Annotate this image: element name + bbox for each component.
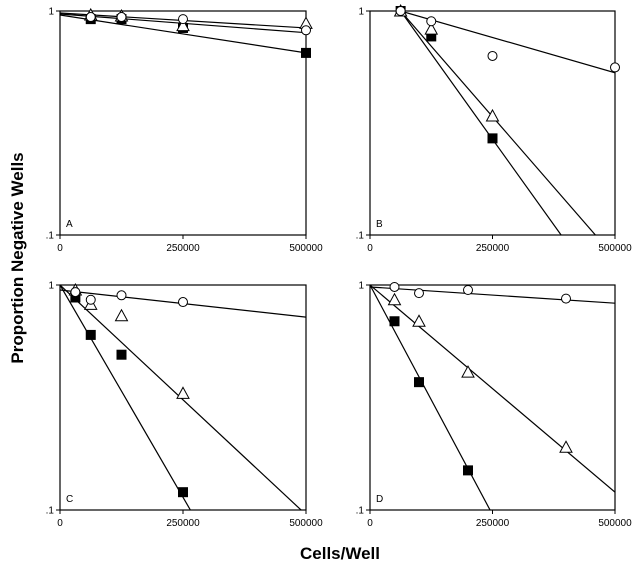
x-tick-label: 500000 — [598, 518, 632, 529]
data-point-square — [85, 329, 96, 340]
data-point-circle — [178, 14, 188, 25]
fit-lines — [400, 11, 615, 235]
data-point-circle — [116, 12, 127, 23]
data-point-triangle — [559, 440, 573, 453]
x-axis-title: Cells/Well — [300, 544, 380, 563]
data-point-triangle — [461, 365, 475, 378]
fit-lines — [370, 285, 615, 510]
data-point-square — [178, 487, 188, 498]
y-tick-label: 1 — [48, 7, 54, 18]
data-point-circle — [487, 50, 498, 61]
data-point-triangle — [176, 386, 190, 399]
y-tick-label: 1 — [358, 281, 364, 292]
data-point-circle — [116, 290, 127, 301]
data-point-square — [414, 377, 424, 388]
data-point-square — [487, 133, 498, 144]
plot-frame — [59, 10, 307, 236]
data-point-triangle — [424, 22, 439, 35]
x-tick-label: 250000 — [476, 518, 510, 529]
panel-a: 1 .10 250000 500000 A — [46, 7, 323, 255]
fit-line-open-circle — [370, 286, 615, 304]
data-point-triangle — [387, 292, 402, 306]
plot-frame — [369, 10, 616, 236]
data-point-circle — [414, 288, 424, 299]
data-point-circle — [561, 293, 571, 304]
data-point-square — [426, 31, 437, 42]
data-point-circle — [70, 287, 81, 298]
y-tick-label: .1 — [46, 231, 55, 242]
fit-line-filled-square — [60, 14, 306, 54]
data-point-triangle — [412, 314, 426, 327]
data-point-circle — [301, 25, 311, 36]
plot-frame — [369, 284, 616, 511]
x-tick-label: 0 — [367, 518, 373, 529]
y-tick-label: 1 — [358, 7, 364, 18]
x-tick-label: 0 — [57, 518, 63, 529]
data-point-square — [70, 292, 81, 303]
x-tick-label: 250000 — [166, 243, 200, 254]
fit-line-filled-square — [370, 285, 491, 510]
data-point-circle — [426, 16, 437, 27]
panel-c: 1 .10 250000 500000 C — [46, 281, 323, 530]
x-tick-label: 0 — [57, 243, 63, 254]
x-tick-label: 500000 — [289, 518, 323, 529]
y-axis-title: Proportion Negative Wells — [8, 152, 27, 363]
x-tick-label: 250000 — [476, 243, 510, 254]
y-tick-label: .1 — [356, 231, 365, 242]
panel-b: 1 .10 250000 500000 B — [356, 3, 632, 254]
fit-line-open-triangle — [370, 285, 615, 493]
y-tick-label: .1 — [46, 506, 55, 517]
data-point-circle — [395, 6, 406, 16]
panel-label: A — [66, 219, 73, 230]
fit-line-filled-square — [400, 11, 562, 235]
panel-d: 1 .10 250000 500000 D — [356, 281, 632, 530]
x-tick-label: 500000 — [289, 243, 323, 254]
fit-line-open-triangle — [400, 11, 596, 235]
x-tick-label: 500000 — [598, 243, 632, 254]
data-point-circle — [178, 297, 188, 308]
data-point-triangle — [176, 18, 190, 32]
y-tick-label: 1 — [48, 281, 54, 292]
data-point-square — [389, 316, 400, 327]
data-point-triangle — [485, 108, 500, 122]
y-tick-label: .1 — [356, 506, 365, 517]
data-point-square — [116, 349, 127, 360]
data-point-circle — [85, 294, 96, 305]
data-point-square — [463, 465, 473, 476]
data-point-circle — [463, 285, 473, 296]
data-point-circle — [389, 281, 400, 292]
panel-label: B — [376, 219, 383, 230]
data-point-triangle — [114, 308, 129, 322]
x-tick-label: 250000 — [166, 518, 200, 529]
x-tick-label: 0 — [367, 243, 373, 254]
panel-label: C — [66, 494, 73, 505]
fit-line-filled-square — [60, 285, 191, 510]
data-point-circle — [85, 12, 96, 23]
fit-line-open-circle — [400, 11, 615, 74]
data-point-circle — [610, 62, 620, 73]
data-point-square — [301, 47, 311, 58]
panel-label: D — [376, 494, 383, 505]
